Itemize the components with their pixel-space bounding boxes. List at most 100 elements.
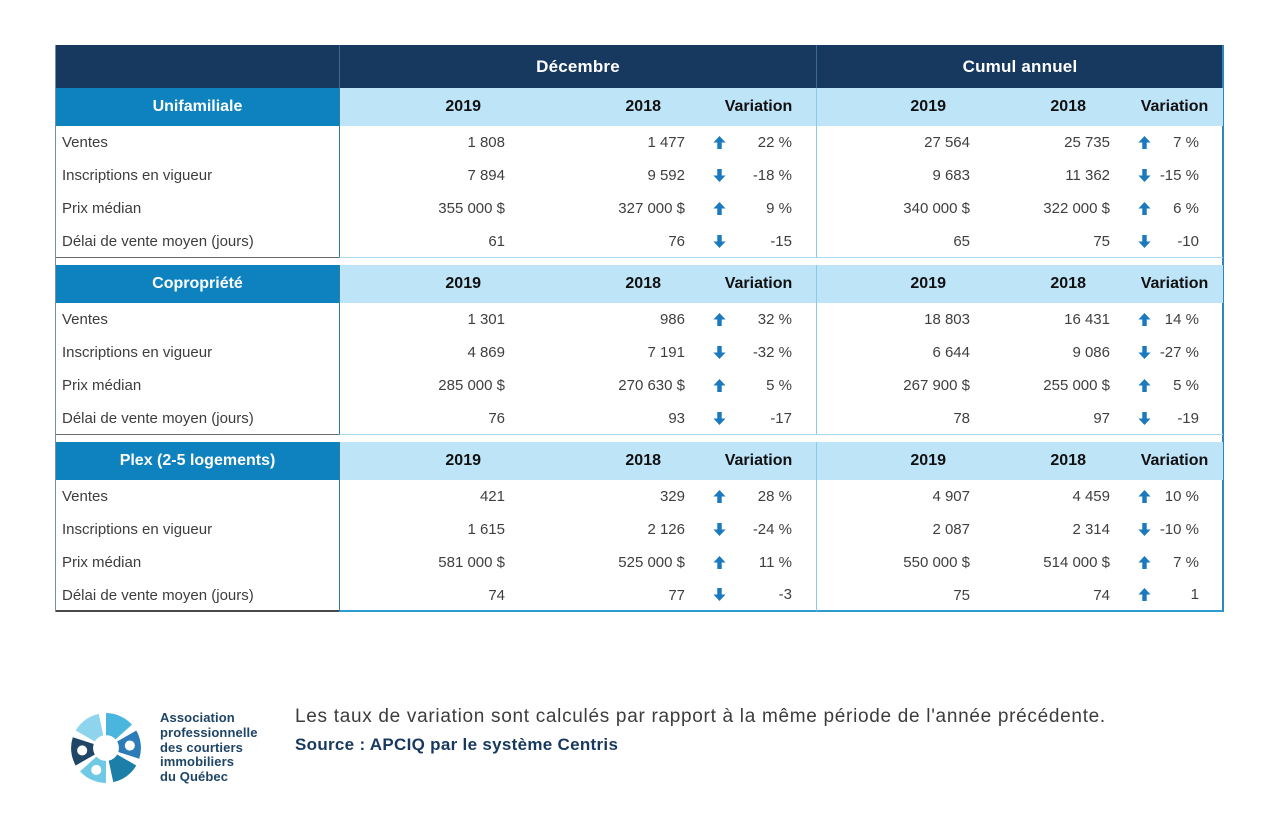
logo-line: des courtiers (160, 739, 243, 755)
logo-line: immobiliers (160, 754, 235, 770)
dec-variation-value: -3 (778, 586, 792, 603)
section-plex: Plex (2-5 logements) 2019 2018 Variation… (56, 442, 1223, 612)
dec-2018-value: 327 000 $ (618, 200, 685, 217)
arrow-up-icon (713, 490, 726, 503)
arrow-up-icon (713, 136, 726, 149)
ann-variation-value: -10 (1177, 232, 1199, 250)
dec-2019-value: 421 (339, 480, 521, 513)
section-unifamiliale: Unifamiliale 2019 2018 Variation 2019 20… (56, 88, 1223, 258)
dec-2018-value: 93 (521, 402, 701, 435)
dec-2019-value: 1 808 (339, 126, 521, 159)
ann-variation-value: 7 % (1173, 554, 1199, 571)
table-row: Délai de vente moyen (jours) 61 76 -15 6… (56, 225, 1223, 258)
dec-2019-value: 4 869 (339, 336, 521, 369)
ann-variation-cell: 1 (1126, 579, 1223, 612)
col-header-2018: 2018 (986, 442, 1126, 480)
col-header-variation: Variation (701, 265, 816, 303)
dec-variation-cell: -18 % (701, 159, 816, 192)
col-header-2018: 2018 (986, 265, 1126, 303)
arrow-down-icon (1138, 169, 1151, 182)
section-title: Unifamiliale (56, 88, 339, 126)
arrow-down-icon (1138, 234, 1151, 248)
ann-variation-value: -27 % (1159, 344, 1199, 361)
ann-2019-value: 2 087 (816, 513, 986, 546)
dec-variation-cell: 22 % (701, 126, 816, 159)
dec-2018-value: 270 630 $ (618, 377, 685, 394)
arrow-up-icon (1138, 202, 1151, 215)
dec-variation-value: 22 % (757, 134, 792, 151)
ann-2018-value: 255 000 $ (1043, 377, 1110, 394)
logo-line: professionnelle (160, 724, 258, 740)
apciq-logo-text: Association professionnelle des courtier… (160, 711, 258, 784)
ann-2019-value: 9 683 (816, 159, 986, 192)
ann-2019-value: 75 (816, 579, 986, 612)
dec-2018-value: 986 (659, 311, 685, 328)
row-label: Inscriptions en vigueur (62, 521, 213, 538)
row-label: Ventes (62, 488, 108, 505)
table-row: Prix médian 285 000 $ 270 630 $ 5 % 267 … (56, 369, 1222, 402)
arrow-up-icon (713, 556, 726, 569)
ann-variation-cell: -19 (1126, 402, 1223, 435)
dec-variation-value: -15 (770, 232, 792, 250)
col-header-2018: 2018 (521, 442, 701, 480)
ann-2019-value: 550 000 $ (816, 546, 986, 579)
dec-variation-value: 32 % (757, 311, 792, 328)
dec-variation-value: 28 % (757, 488, 792, 505)
arrow-up-icon (713, 313, 726, 326)
arrow-up-icon (1138, 379, 1151, 392)
row-label: Inscriptions en vigueur (62, 344, 213, 361)
apciq-logo: Association professionnelle des courtier… (60, 700, 258, 796)
arrow-up-icon (1138, 136, 1151, 149)
section-copropriete: Copropriété 2019 2018 Variation 2019 201… (56, 265, 1223, 435)
dec-variation-cell: 28 % (701, 480, 816, 513)
arrow-down-icon (713, 169, 726, 182)
ann-variation-cell: -15 % (1126, 159, 1223, 192)
ann-2019-value: 18 803 (816, 303, 986, 336)
ann-variation-cell: 14 % (1126, 303, 1223, 336)
dec-variation-cell: 11 % (701, 546, 816, 579)
source-line: Source : APCIQ par le système Centris (295, 735, 619, 754)
row-label: Délai de vente moyen (jours) (56, 402, 339, 435)
dec-variation-cell: -17 (701, 402, 816, 435)
row-label: Prix médian (62, 377, 142, 394)
ann-variation-value: 7 % (1173, 134, 1199, 151)
logo-line: du Québec (160, 769, 229, 785)
arrow-up-icon (713, 379, 726, 392)
col-header-2019: 2019 (339, 88, 521, 126)
col-header-variation: Variation (1126, 88, 1223, 126)
row-label: Prix médian (62, 554, 142, 571)
arrow-down-icon (713, 346, 726, 359)
dec-2019-value: 581 000 $ (339, 546, 521, 579)
ann-variation-cell: 6 % (1126, 192, 1223, 225)
table-row: Prix médian 355 000 $ 327 000 $ 9 % 340 … (56, 192, 1222, 225)
ann-2019-value: 267 900 $ (816, 369, 986, 402)
dec-variation-cell: -24 % (701, 513, 816, 546)
ann-variation-cell: -10 % (1126, 513, 1223, 546)
table-row: Ventes 421 329 28 % 4 907 4 459 10 % (56, 480, 1222, 513)
group-header-cumul-annuel: Cumul annuel (816, 45, 1223, 88)
col-header-2019: 2019 (816, 88, 986, 126)
dec-2018-value: 9 592 (647, 167, 685, 184)
section-title: Plex (2-5 logements) (56, 442, 339, 480)
ann-2018-value: 514 000 $ (1043, 554, 1110, 571)
real-estate-stats-table: Décembre Cumul annuel Unifamiliale 2019 … (55, 45, 1224, 612)
col-header-2019: 2019 (339, 265, 521, 303)
col-header-variation: Variation (701, 88, 816, 126)
row-label: Prix médian (62, 200, 142, 217)
ann-2019-value: 78 (816, 402, 986, 435)
ann-variation-value: -19 (1177, 409, 1199, 427)
dec-2018-value: 2 126 (647, 521, 685, 538)
section-header-row: Copropriété 2019 2018 Variation 2019 201… (56, 265, 1223, 303)
dec-variation-cell: 5 % (701, 369, 816, 402)
ann-2018-value: 25 735 (1064, 134, 1110, 151)
col-header-2019: 2019 (816, 265, 986, 303)
ann-variation-cell: 10 % (1126, 480, 1223, 513)
footnotes: Les taux de variation sont calculés par … (295, 706, 1235, 755)
logo-line: Association (160, 710, 235, 726)
col-header-2018: 2018 (521, 265, 701, 303)
ann-2019-value: 65 (816, 225, 986, 258)
ann-variation-value: 6 % (1173, 200, 1199, 217)
ann-2018-value: 9 086 (1072, 344, 1110, 361)
group-header-december: Décembre (339, 45, 816, 88)
row-label: Ventes (62, 134, 108, 151)
